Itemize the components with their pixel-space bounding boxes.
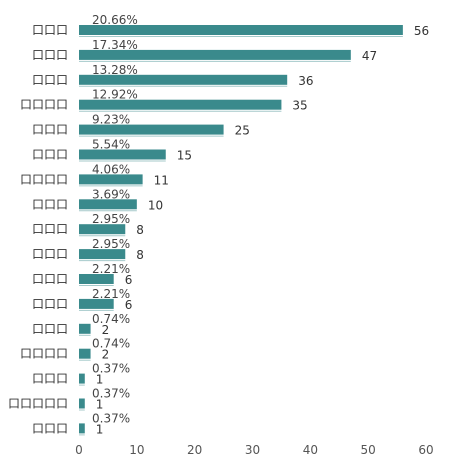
category-label: 口口口 <box>32 322 68 336</box>
bar <box>79 323 91 334</box>
percent-label: 0.37% <box>92 387 130 401</box>
value-label: 1 <box>96 422 104 436</box>
percent-label: 5.54% <box>92 138 130 152</box>
percent-label: 4.06% <box>92 162 130 176</box>
percent-label: 2.21% <box>92 287 130 301</box>
bar <box>79 25 403 35</box>
bars: 口口口20.66%56口口口17.34%47口口口13.28%36口口口口12.… <box>8 13 429 436</box>
bar <box>79 124 224 135</box>
x-axis: 0 10 20 30 40 50 60 <box>75 443 433 457</box>
x-tick-label: 30 <box>245 443 260 457</box>
bar <box>79 74 288 85</box>
bar <box>79 298 114 309</box>
value-label: 35 <box>292 99 307 113</box>
category-label: 口口口 <box>32 48 68 62</box>
value-label: 11 <box>154 173 169 187</box>
x-tick-label: 50 <box>361 443 376 457</box>
percent-label: 2.95% <box>92 212 130 226</box>
bar <box>79 373 85 384</box>
bar <box>79 224 126 235</box>
category-label: 口口口 <box>32 421 68 435</box>
percent-label: 20.66% <box>92 13 138 27</box>
percent-label: 3.69% <box>92 187 130 201</box>
value-label: 1 <box>96 373 104 387</box>
category-label: 口口口 <box>32 272 68 286</box>
value-label: 36 <box>298 74 313 88</box>
category-label: 口口口口 <box>20 347 68 361</box>
x-tick-label: 40 <box>303 443 318 457</box>
x-tick-label: 60 <box>418 443 433 457</box>
value-label: 6 <box>125 273 133 287</box>
value-label: 25 <box>235 124 250 138</box>
category-label: 口口口口口 <box>8 397 68 411</box>
category-label: 口口口 <box>32 123 68 137</box>
x-tick-label: 0 <box>75 443 83 457</box>
category-label: 口口口 <box>32 222 68 236</box>
bar <box>79 423 85 434</box>
bar <box>79 149 166 160</box>
bar <box>79 199 137 210</box>
value-label: 2 <box>102 323 110 337</box>
category-label: 口口口 <box>32 372 68 386</box>
category-label: 口口口口 <box>20 172 68 186</box>
percent-label: 2.95% <box>92 237 130 251</box>
bar <box>79 274 114 284</box>
bar <box>79 398 85 409</box>
percent-label: 12.92% <box>92 88 138 102</box>
value-label: 15 <box>177 149 192 163</box>
percent-label: 0.74% <box>92 312 130 326</box>
value-label: 1 <box>96 398 104 412</box>
percent-label: 17.34% <box>92 38 138 52</box>
category-label: 口口口 <box>32 197 68 211</box>
category-label: 口口口 <box>32 23 68 37</box>
x-tick-label: 10 <box>129 443 144 457</box>
bar <box>79 348 91 359</box>
percent-label: 2.21% <box>92 262 130 276</box>
percent-label: 0.74% <box>92 337 130 351</box>
value-label: 56 <box>414 24 429 38</box>
category-label: 口口口口 <box>20 98 68 112</box>
category-label: 口口口 <box>32 73 68 87</box>
category-label: 口口口 <box>32 148 68 162</box>
bar <box>79 174 143 185</box>
x-tick-label: 20 <box>187 443 202 457</box>
bar <box>79 49 351 60</box>
percent-label: 13.28% <box>92 63 138 77</box>
bar <box>79 249 126 260</box>
percent-label: 0.37% <box>92 362 130 376</box>
category-label: 口口口 <box>32 247 68 261</box>
value-label: 6 <box>125 298 133 312</box>
value-label: 8 <box>136 248 144 262</box>
value-label: 8 <box>136 223 144 237</box>
percent-label: 0.37% <box>92 411 130 425</box>
percent-label: 9.23% <box>92 113 130 127</box>
category-label: 口口口 <box>32 297 68 311</box>
value-label: 2 <box>102 348 110 362</box>
value-label: 10 <box>148 198 163 212</box>
value-label: 47 <box>362 49 377 63</box>
bar <box>79 99 282 110</box>
